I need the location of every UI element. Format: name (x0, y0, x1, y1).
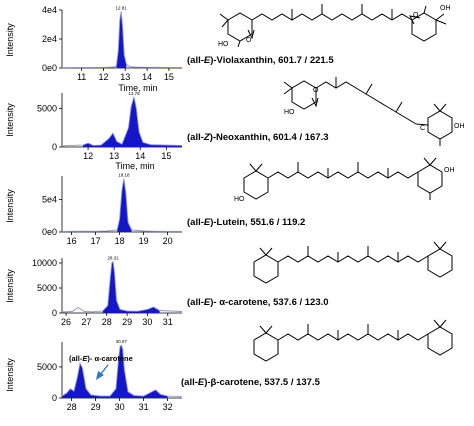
panel-lutein: Intensity 16 17 18 19 20 0e0 5e4 18.18 (all-E)-… (5, 157, 455, 246)
y-tick-label: 10000 (32, 258, 57, 268)
chromatogram-trace (61, 96, 183, 147)
peak-rt-label: 12.81 (115, 5, 127, 10)
x-tick-label: 28 (102, 317, 112, 327)
x-tick-label: 16 (67, 236, 77, 246)
svg-text:HO: HO (284, 109, 295, 116)
plot-area: 26 27 28 29 30 31 0 5000 10000 28.31 (32, 256, 183, 327)
y-axis-label: Intensity (5, 103, 15, 137)
panel-neoxanthin: Intensity 12 13 14 15 0 5000 13.76 Time, min (… (5, 77, 465, 171)
peak-rt-label: 28.31 (107, 256, 119, 261)
svg-text:O: O (313, 87, 319, 94)
x-tick-label: 20 (163, 236, 173, 246)
neoxanthin-structure (283, 77, 453, 146)
y-tick-label: 4e4 (42, 5, 57, 15)
y-axis-label: Intensity (5, 23, 15, 57)
compound-label: (all-E)- α-carotene, 537.6 / 123.0 (187, 297, 329, 308)
chromatogram-trace (61, 178, 183, 232)
chromatogram-trace (61, 260, 183, 313)
lutein-structure (243, 157, 443, 200)
chromatogram-trace (61, 344, 183, 397)
svg-text:HO: HO (234, 196, 245, 203)
plot-area: 16 17 18 19 20 0e0 5e4 18.18 (42, 173, 183, 246)
x-tick-label: 13 (120, 72, 130, 82)
x-axis-label: Time, min (115, 161, 154, 171)
x-tick-label: 28 (67, 402, 77, 412)
plot-area: 28 29 30 31 32 0 5000 30.07 (37, 339, 183, 412)
y-tick-label: 5e4 (42, 194, 57, 204)
panel-alpha-carotene: Intensity 26 27 28 29 30 31 0 5000 10000 28.31 (a… (5, 241, 453, 327)
svg-text:OH: OH (454, 123, 465, 130)
compound-label: (all-Z)-Neoxanthin, 601.4 / 167.3 (187, 132, 329, 143)
y-axis-label: Intensity (5, 189, 15, 223)
svg-text:O: O (413, 12, 419, 19)
y-tick-label: 0 (52, 308, 57, 318)
x-tick-label: 32 (163, 402, 173, 412)
svg-text:O: O (246, 37, 252, 44)
x-tick-label: 12 (98, 72, 108, 82)
plot-area: 11 12 13 14 15 0e0 2e4 4e4 12.81 (42, 5, 183, 82)
peak-rt-label: 13.76 (128, 91, 140, 96)
violaxanthin-structure (219, 4, 447, 48)
compound-label: (all-E)-β-carotene, 537.5 / 137.5 (181, 377, 321, 388)
x-tick-label: 18 (115, 236, 125, 246)
peak-fill (102, 261, 160, 313)
x-tick-label: 14 (142, 72, 152, 82)
peak-rt-label: 30.07 (116, 339, 128, 344)
chromatogram-trace (61, 11, 183, 69)
x-tick-label: 26 (61, 317, 71, 327)
x-tick-label: 30 (115, 402, 125, 412)
x-tick-label: 13 (109, 151, 119, 161)
x-tick-label: 31 (163, 317, 173, 327)
peak-fill (117, 178, 132, 232)
y-axis-label: Intensity (5, 358, 15, 392)
svg-text:OH: OH (444, 167, 455, 174)
svg-text:HO: HO (218, 41, 229, 48)
plot-area: 12 13 14 15 0 5000 13.76 (37, 91, 183, 161)
alpha-carotene-annotation: (all-E)- α-carotene (69, 354, 133, 363)
peak-fill (62, 345, 168, 398)
x-tick-label: 31 (139, 402, 149, 412)
beta-carotene-structure (253, 319, 453, 362)
x-tick-label: 15 (161, 151, 171, 161)
x-tick-label: 12 (83, 151, 93, 161)
y-tick-label: 0 (52, 393, 57, 403)
svg-text:C: C (420, 125, 425, 132)
y-tick-label: 0e0 (42, 63, 57, 73)
y-axis-label: Intensity (5, 269, 15, 303)
compound-label: (all-E)-Violaxanthin, 601.7 / 221.5 (187, 55, 334, 66)
svg-text:OH: OH (440, 5, 451, 12)
compound-label: (all-E)-Lutein, 551.6 / 119.2 (187, 217, 305, 228)
x-tick-label: 29 (91, 402, 101, 412)
y-tick-label: 0e0 (42, 227, 57, 237)
x-tick-label: 17 (91, 236, 101, 246)
x-tick-label: 30 (142, 317, 152, 327)
y-tick-label: 2e4 (42, 34, 57, 44)
x-tick-label: 11 (77, 72, 86, 82)
panel-beta-carotene: Intensity 28 29 30 31 32 0 5000 30.07 (all-E)-β… (5, 319, 453, 412)
x-tick-label: 27 (81, 317, 91, 327)
annotation-arrow (96, 364, 109, 380)
x-tick-label: 29 (122, 317, 132, 327)
y-tick-label: 5000 (37, 362, 57, 372)
y-tick-label: 5000 (37, 103, 57, 113)
y-tick-label: 0 (52, 142, 57, 152)
x-tick-label: 19 (139, 236, 149, 246)
x-tick-label: 14 (135, 151, 145, 161)
x-tick-label: 15 (164, 72, 174, 82)
x-axis-label: Time, min (118, 83, 157, 93)
peak-rt-label: 18.18 (118, 173, 130, 178)
alpha-carotene-structure (253, 241, 453, 284)
y-tick-label: 5000 (37, 283, 57, 293)
peak-fill (82, 96, 182, 147)
panel-violaxanthin: Intensity 11 12 13 14 15 0e0 2e4 4e4 12.81 Time,… (5, 4, 451, 93)
